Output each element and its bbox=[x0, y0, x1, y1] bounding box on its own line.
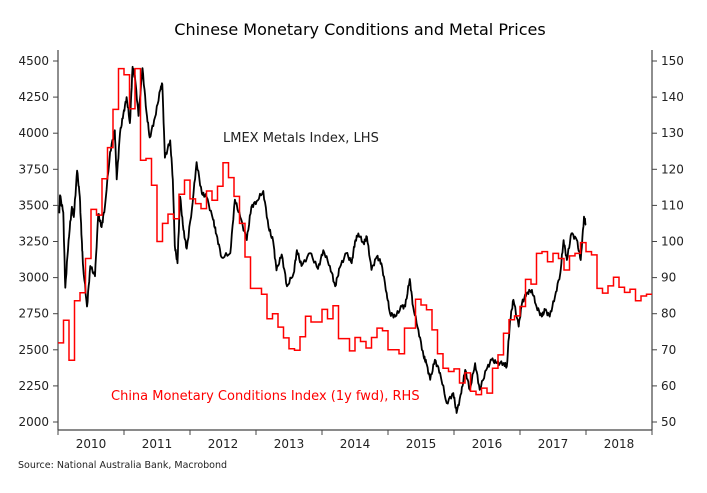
x-tick-label: 2012 bbox=[208, 437, 239, 451]
right-tick-label: 150 bbox=[661, 54, 684, 68]
right-tick-label: 140 bbox=[661, 90, 684, 104]
series-layer bbox=[58, 65, 652, 414]
right-tick-label: 90 bbox=[661, 271, 676, 285]
annotation-lmex: LMEX Metals Index, LHS bbox=[223, 131, 379, 146]
right-tick-label: 50 bbox=[661, 415, 676, 429]
left-tick-label: 3250 bbox=[18, 235, 49, 249]
x-tick-label: 2013 bbox=[274, 437, 305, 451]
left-tick-label: 2750 bbox=[18, 307, 49, 321]
chart-title: Chinese Monetary Conditions and Metal Pr… bbox=[174, 20, 545, 39]
right-tick-label: 80 bbox=[661, 307, 676, 321]
series-mci-step-line bbox=[58, 67, 652, 396]
left-tick-label: 2500 bbox=[18, 343, 49, 357]
x-tick-label: 2018 bbox=[604, 437, 635, 451]
x-tick-label: 2015 bbox=[406, 437, 437, 451]
right-tick-label: 110 bbox=[661, 198, 684, 212]
left-tick-label: 2000 bbox=[18, 415, 49, 429]
right-tick-label: 100 bbox=[661, 235, 684, 249]
source-note: Source: National Australia Bank, Macrobo… bbox=[18, 460, 227, 471]
right-tick-label: 130 bbox=[661, 126, 684, 140]
right-tick-label: 120 bbox=[661, 162, 684, 176]
left-tick-label: 4250 bbox=[18, 90, 49, 104]
x-tick-label: 2014 bbox=[340, 437, 371, 451]
right-tick-label: 60 bbox=[661, 379, 676, 393]
left-tick-label: 3500 bbox=[18, 198, 49, 212]
left-tick-label: 3750 bbox=[18, 162, 49, 176]
right-tick-label: 70 bbox=[661, 343, 676, 357]
series-lmex-line bbox=[58, 65, 587, 414]
x-tick-label: 2017 bbox=[538, 437, 569, 451]
left-tick-label: 4000 bbox=[18, 126, 49, 140]
left-tick-label: 2250 bbox=[18, 379, 49, 393]
left-tick-label: 3000 bbox=[18, 271, 49, 285]
x-tick-label: 2016 bbox=[472, 437, 503, 451]
x-tick-label: 2011 bbox=[142, 437, 173, 451]
x-tick-label: 2010 bbox=[76, 437, 107, 451]
left-tick-label: 4500 bbox=[18, 54, 49, 68]
axes: 4500 4250 4000 3750 3500 3250 3000 2750 2500 2250… bbox=[18, 50, 684, 451]
annotation-mci: China Monetary Conditions Index (1y fwd)… bbox=[111, 389, 420, 404]
